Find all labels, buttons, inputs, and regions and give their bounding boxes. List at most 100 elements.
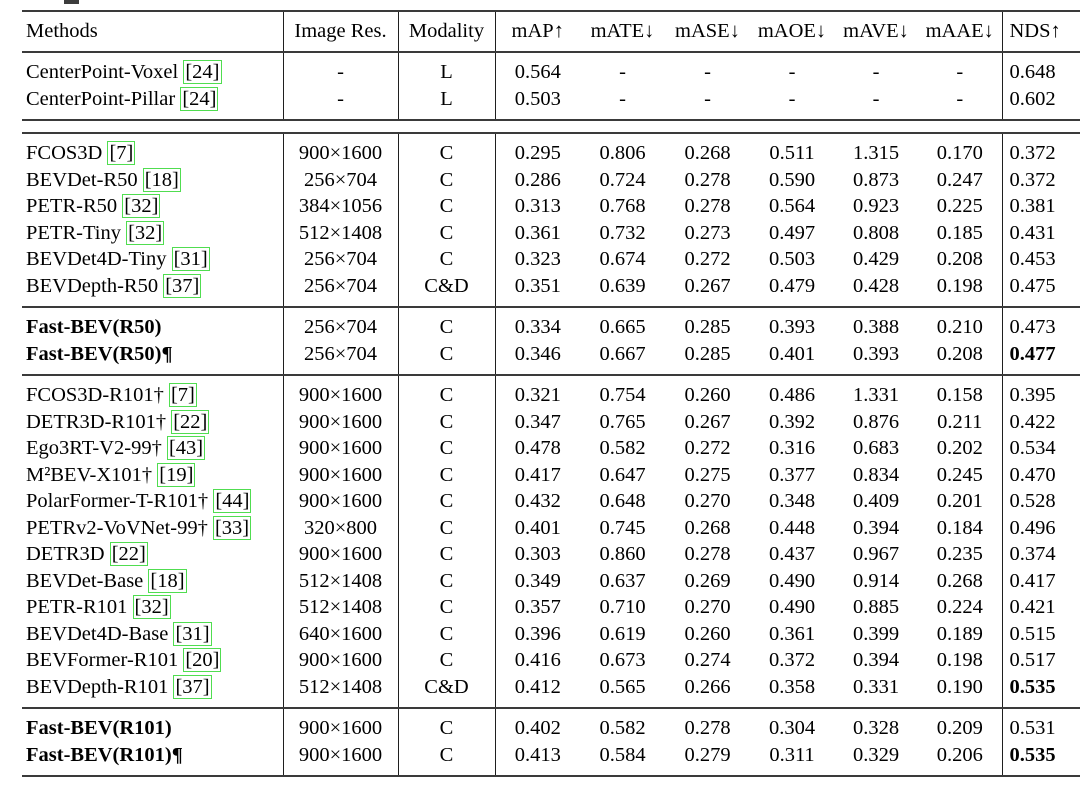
nds-cell: 0.477 (1001, 340, 1080, 375)
mase-cell: 0.268 (684, 516, 731, 539)
method-cell: DETR3D-R101† [22] (22, 409, 283, 436)
mate-cell: 0.639 (599, 274, 646, 297)
image-res-cell: 512×1408 (282, 594, 398, 621)
method-name: BEVDepth-R50 (26, 274, 159, 297)
method-cell: BEVDet-R50 [18] (22, 167, 283, 194)
citation-link[interactable]: [32] (132, 595, 171, 619)
mave-cell: 0.683 (852, 437, 900, 459)
maae-cell: 0.198 (936, 649, 983, 671)
mave-cell: 0.328 (852, 717, 900, 739)
citation-link[interactable]: [37] (163, 273, 202, 298)
mase-cell: 0.279 (684, 743, 731, 766)
maae-cell: 0.225 (936, 195, 983, 217)
method-cell: DETR3D [22] (22, 541, 283, 568)
modality-cell: C (397, 193, 495, 220)
maae-cell: 0.210 (936, 316, 983, 338)
mate-cell: 0.665 (599, 316, 646, 338)
col-header-maae: mAAE↓ (925, 20, 994, 43)
mate-cell: 0.673 (599, 649, 646, 671)
citation-link[interactable]: [32] (122, 194, 161, 218)
method-name: BEVDepth-R101 (26, 675, 169, 698)
citation-link[interactable]: [20] (183, 648, 222, 672)
citation-link[interactable]: [24] (180, 86, 219, 111)
mate-cell: 0.732 (599, 221, 646, 244)
citation-link[interactable]: [19] (157, 462, 196, 487)
method-cell: Ego3RT-V2-99† [43] (22, 435, 283, 462)
image-res-cell: 900×1600 (282, 375, 398, 409)
nds-cell: 0.496 (1001, 514, 1080, 541)
citation-link[interactable]: [33] (212, 515, 252, 540)
table-row: BEVDet4D-Tiny [31] 256×704 C 0.323 0.674 0.27… (22, 246, 1080, 273)
citation-link[interactable]: [7] (107, 141, 136, 165)
mate-cell: 0.710 (599, 596, 646, 618)
method-name: Fast-BEV(R50) (26, 316, 162, 338)
method-name: CenterPoint-Pillar (26, 87, 176, 110)
table-row: PETRv2-VoVNet-99† [33] 320×800 C 0.401 0.745… (22, 514, 1080, 541)
citation-link[interactable]: [31] (173, 621, 212, 646)
mate-cell: 0.647 (599, 463, 646, 486)
nds-cell: 0.422 (1001, 408, 1080, 435)
nds-cell: 0.470 (1001, 461, 1080, 488)
method-cell: PETR-R101 [32] (22, 594, 283, 621)
table-row: FCOS3D-R101† [7] 900×1600 C 0.321 0.754 0.260… (22, 375, 1080, 409)
col-header-image-res: Image Res. (282, 11, 398, 52)
maoe-cell: 0.479 (768, 274, 816, 297)
nds-cell: 0.517 (1001, 647, 1080, 674)
mase-cell: 0.278 (684, 195, 731, 217)
mave-cell: - (872, 61, 880, 83)
method-name: Fast-BEV(R101) (26, 717, 172, 739)
mate-cell: 0.765 (599, 410, 646, 433)
mase-cell: 0.272 (684, 437, 731, 459)
citation-link[interactable]: [7] (168, 383, 197, 407)
citation-link[interactable]: [18] (148, 568, 187, 593)
maoe-cell: 0.311 (769, 743, 815, 766)
modality-cell: C (397, 435, 495, 462)
citation-link[interactable]: [22] (109, 542, 148, 566)
citation-link[interactable]: [18] (142, 167, 181, 192)
table-row: DETR3D-R101† [22] 900×1600 C 0.347 0.765 0.26… (22, 408, 1080, 436)
citation-link[interactable]: [22] (171, 409, 210, 434)
image-res-cell: 256×704 (282, 340, 398, 375)
modality-cell: L (397, 85, 495, 120)
method-cell: FCOS3D [7] (22, 133, 283, 167)
maoe-cell: 0.497 (768, 221, 816, 244)
maoe-cell: 0.316 (768, 437, 816, 459)
image-res-cell: - (282, 52, 398, 86)
image-res-cell: 900×1600 (282, 647, 398, 674)
modality-cell: C (397, 461, 495, 488)
maae-cell: 0.202 (936, 437, 983, 459)
mate-cell: 0.806 (599, 142, 646, 164)
citation-link[interactable]: [43] (166, 436, 206, 460)
table-row: CenterPoint-Voxel [24] - L 0.564- - - - -0.648 (22, 52, 1080, 86)
image-res-cell: 900×1600 (282, 435, 398, 462)
mave-cell: 0.834 (852, 463, 900, 486)
method-name: DETR3D (26, 543, 105, 565)
mate-cell: 0.619 (599, 622, 646, 645)
mave-cell: 0.923 (852, 195, 900, 217)
method-cell: CenterPoint-Voxel [24] (22, 52, 283, 86)
modality-cell: C (397, 408, 495, 435)
nds-cell: 0.535 (1001, 673, 1080, 708)
image-res-cell: 900×1600 (282, 133, 398, 167)
nds-cell: 0.372 (1001, 166, 1080, 193)
citation-link[interactable]: [32] (126, 220, 165, 245)
maae-cell: - (956, 87, 964, 110)
mase-cell: 0.260 (684, 384, 731, 406)
citation-link[interactable]: [44] (213, 489, 252, 513)
col-header-nds: NDS↑ (1001, 11, 1080, 52)
method-name: M²BEV-X101† (26, 463, 153, 486)
citation-link[interactable]: [24] (183, 60, 222, 84)
image-res-cell: 900×1600 (282, 461, 398, 488)
method-cell: BEVDepth-R50 [37] (22, 273, 283, 308)
map-cell: 0.303 (494, 541, 580, 568)
citation-link[interactable]: [31] (171, 247, 210, 271)
mase-cell: 0.285 (684, 316, 731, 338)
mate-cell: 0.648 (599, 490, 646, 512)
nds-cell: 0.395 (1001, 375, 1080, 409)
mave-cell: 0.394 (852, 516, 900, 539)
mave-cell: 0.428 (852, 274, 900, 297)
mave-cell: 0.808 (852, 221, 900, 244)
citation-link[interactable]: [37] (173, 674, 212, 699)
mave-cell: 1.315 (852, 142, 900, 164)
map-cell: 0.413 (494, 741, 580, 776)
